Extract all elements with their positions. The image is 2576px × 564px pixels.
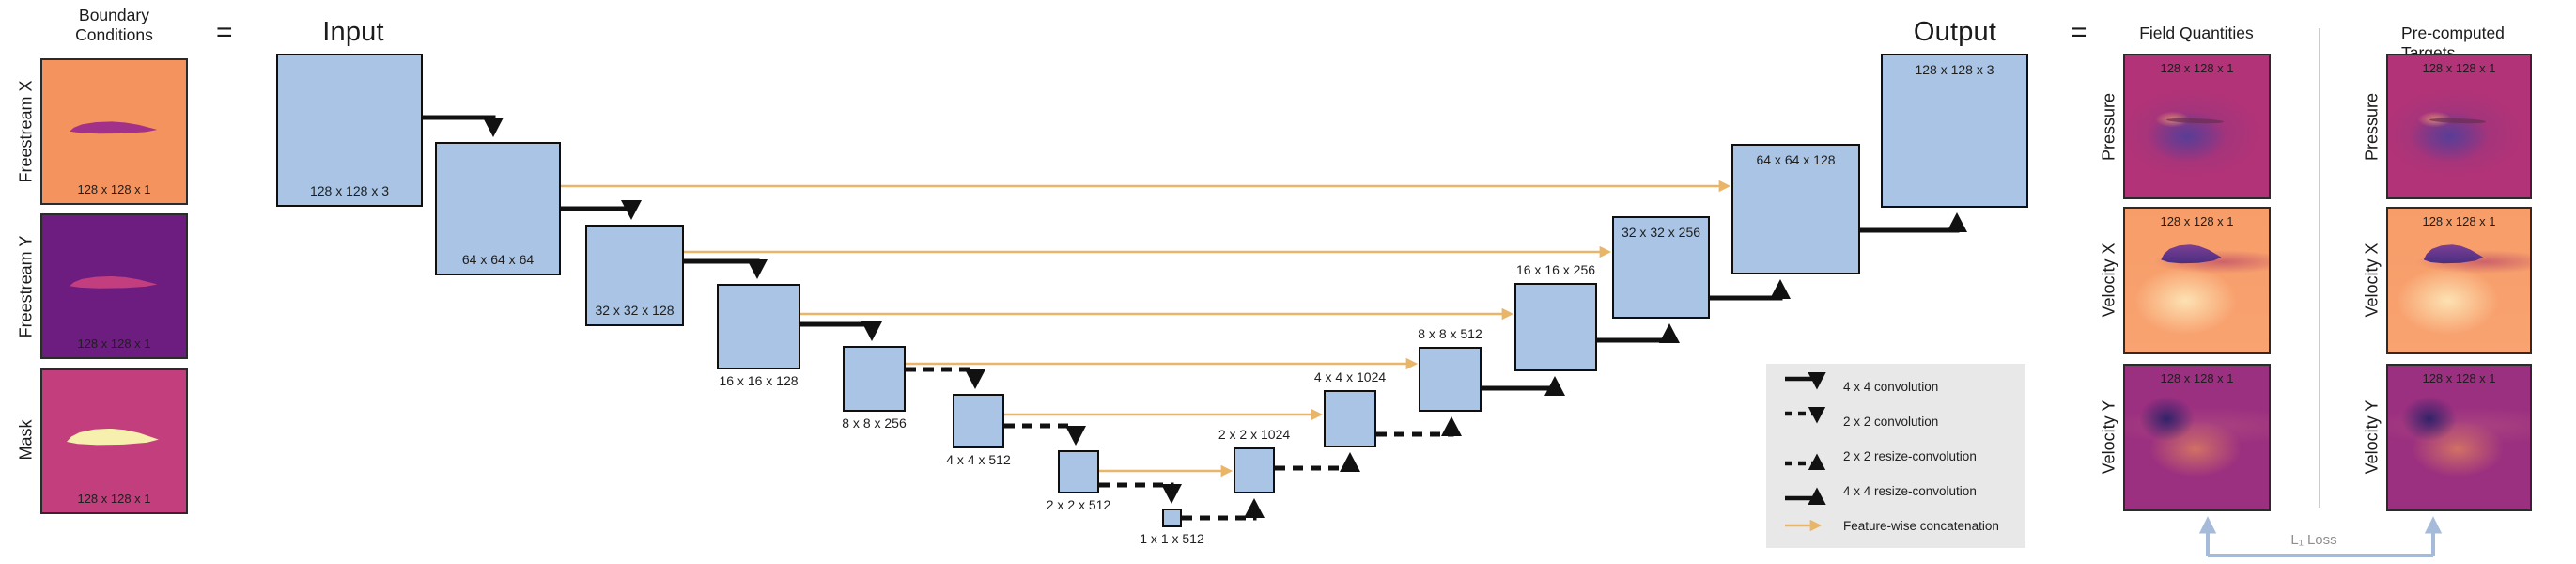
unet-output-block: 128 x 128 x 3	[1881, 54, 2028, 208]
conv2-arrows	[906, 367, 1183, 504]
field-quantities-title: Field Quantities	[2139, 24, 2254, 42]
fq-pressure-label: Pressure	[2099, 92, 2118, 162]
legend-label: 2 x 2 resize-convolution	[1843, 448, 1977, 463]
freestream-x-caption: 128 x 128 x 1	[77, 182, 151, 196]
block-label: 1 x 1 x 512	[1140, 531, 1204, 546]
block-label: 32 x 32 x 128	[595, 303, 675, 318]
fq-pressure-image: 128 x 128 x 1	[2123, 54, 2271, 199]
block-label: 4 x 4 x 1024	[1313, 369, 1387, 384]
mask-caption: 128 x 128 x 1	[77, 492, 151, 506]
equals-sign-right: =	[2071, 17, 2087, 48]
legend-item-conv4: 4 x 4 convolution	[1766, 371, 2025, 401]
l1-loss-label: L₁ Loss	[2290, 532, 2337, 548]
unet-encoder-block-32: 32 x 32 x 128	[585, 225, 684, 326]
fq-velocity-x-label: Velocity X	[2099, 243, 2118, 318]
boundary-title-line2: Conditions	[75, 25, 153, 45]
block-label: 2 x 2 x 512	[1046, 497, 1111, 512]
block-label: 64 x 64 x 64	[461, 252, 535, 267]
resize4-arrow-icon	[1785, 487, 1826, 505]
block-label: 16 x 16 x 128	[719, 373, 799, 388]
block-label: 8 x 8 x 512	[1418, 326, 1482, 341]
block-label: 8 x 8 x 256	[842, 415, 907, 431]
pt-pressure-image: 128 x 128 x 1	[2386, 54, 2532, 199]
airfoil-shape	[2161, 244, 2222, 264]
airfoil-shape	[2423, 244, 2484, 264]
airfoil-shape	[67, 428, 159, 446]
fq-velocity-y-label: Velocity Y	[2099, 400, 2118, 475]
pt-velocity-x-label: Velocity X	[2362, 243, 2382, 318]
unet-decoder-block-64: 64 x 64 x 128	[1731, 140, 1864, 274]
legend-label: Feature-wise concatenation	[1843, 518, 1999, 533]
column-divider	[2319, 28, 2320, 508]
image-caption: 128 x 128 x 1	[2422, 371, 2496, 385]
pt-velocity-y-label: Velocity Y	[2362, 400, 2382, 475]
legend-item-concat: Feature-wise concatenation	[1766, 510, 2025, 540]
conv4-arrow-icon	[1785, 372, 1826, 390]
image-caption: 128 x 128 x 1	[2160, 61, 2234, 75]
input-title: Input	[322, 17, 384, 47]
block-label: 16 x 16 x 256	[1515, 262, 1596, 277]
image-caption: 128 x 128 x 1	[2422, 61, 2496, 75]
legend-label: 4 x 4 convolution	[1843, 379, 1939, 394]
airfoil-shape	[2166, 118, 2225, 125]
unet-decoder-block-4: 4 x 4 x 1024	[1314, 369, 1386, 447]
resize2-arrow-icon	[1785, 453, 1826, 470]
freestream-y-label: Freestream Y	[16, 235, 36, 338]
unet-decoder-block-32: 32 x 32 x 256	[1612, 212, 1714, 319]
image-caption: 128 x 128 x 1	[2160, 214, 2234, 228]
fq-velocity-y-image: 128 x 128 x 1	[2123, 364, 2271, 511]
legend-item-conv2: 2 x 2 convolution	[1766, 406, 2025, 436]
pt-velocity-x-image: 128 x 128 x 1	[2386, 207, 2532, 354]
unet-encoder-block-4: 4 x 4 x 512	[946, 394, 1011, 467]
block-label: 64 x 64 x 128	[1756, 152, 1836, 167]
fq-velocity-x-image: 128 x 128 x 1	[2123, 207, 2271, 354]
block-label: 128 x 128 x 3	[309, 183, 390, 198]
legend-item-resize4: 4 x 4 resize-convolution	[1766, 476, 2025, 506]
airfoil-shape	[70, 275, 158, 289]
boundary-conditions-title: Boundary Conditions	[40, 6, 188, 46]
unet-encoder-block-64: 64 x 64 x 64	[435, 142, 561, 275]
legend-label: 4 x 4 resize-convolution	[1843, 483, 1977, 498]
pt-velocity-y-image: 128 x 128 x 1	[2386, 364, 2532, 511]
block-label: 128 x 128 x 3	[1915, 62, 1994, 77]
image-caption: 128 x 128 x 1	[2422, 214, 2496, 228]
boundary-title-line1: Boundary	[79, 6, 149, 24]
equals-sign-left: =	[216, 17, 233, 48]
concat-arrow-icon	[1785, 519, 1823, 532]
output-title: Output	[1913, 17, 1997, 47]
unet-bottleneck-block-1: 1 x 1 x 512	[1140, 509, 1204, 546]
unet-decoder-block-2: 2 x 2 x 1024	[1218, 427, 1290, 494]
mask-image: 128 x 128 x 1	[40, 368, 188, 514]
freestream-x-image: 128 x 128 x 1	[40, 58, 188, 205]
unet-input-block: 128 x 128 x 3	[276, 54, 423, 207]
pt-pressure-label: Pressure	[2362, 92, 2382, 162]
mask-label: Mask	[16, 419, 36, 461]
block-label: 4 x 4 x 512	[946, 452, 1011, 467]
block-label: 2 x 2 x 1024	[1218, 427, 1291, 442]
freestream-y-caption: 128 x 128 x 1	[77, 337, 151, 351]
image-caption: 128 x 128 x 1	[2160, 371, 2234, 385]
freestream-y-image: 128 x 128 x 1	[40, 213, 188, 359]
unet-encoder-block-16: 16 x 16 x 128	[717, 284, 800, 388]
legend-label: 2 x 2 convolution	[1843, 414, 1939, 429]
unet-encoder-block-2: 2 x 2 x 512	[1047, 450, 1110, 512]
unet-decoder-block-16: 16 x 16 x 256	[1514, 262, 1601, 371]
legend-box: 4 x 4 convolution 2 x 2 convolution 2 x …	[1766, 364, 2025, 548]
airfoil-shape	[2429, 118, 2487, 125]
conv2-arrow-icon	[1785, 407, 1826, 424]
legend-item-resize2: 2 x 2 resize-convolution	[1766, 441, 2025, 471]
unet-encoder-block-8: 8 x 8 x 256	[842, 346, 907, 431]
unet-decoder-block-8: 8 x 8 x 512	[1418, 326, 1485, 412]
airfoil-shape	[70, 121, 158, 134]
block-label: 32 x 32 x 256	[1621, 225, 1701, 240]
freestream-x-label: Freestream X	[16, 80, 36, 183]
